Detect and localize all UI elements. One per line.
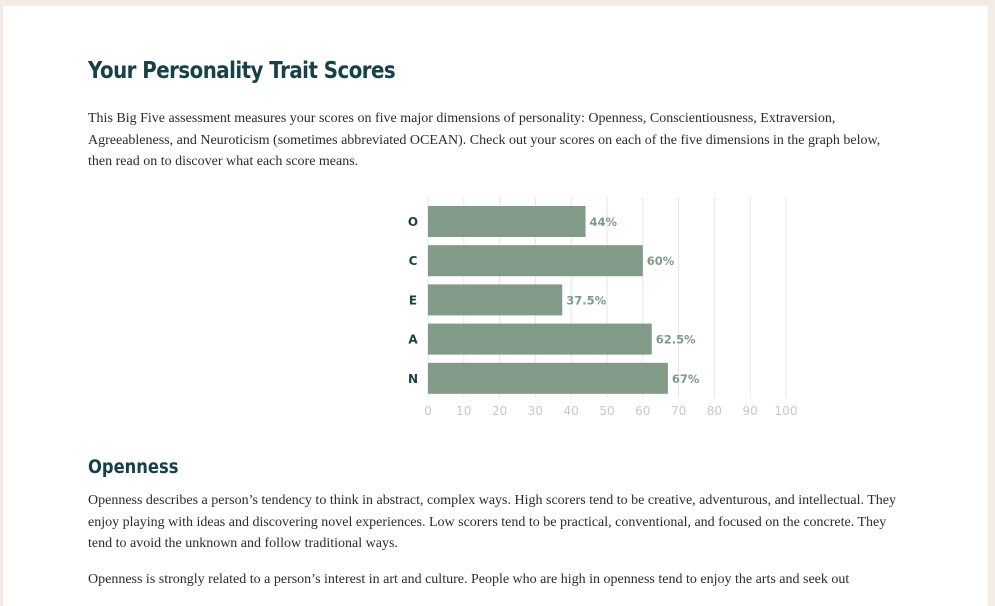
trait-scores-svg: O 44% C 60% E 37.5% A 62.5% N 67% 0 10 20 30 40 50 60 70 8…	[408, 197, 798, 418]
x-tick-label: 60	[635, 404, 650, 418]
content-card: Your Personality Trait Scores This Big F…	[3, 6, 988, 606]
x-tick-label: 10	[456, 404, 471, 418]
bar	[428, 323, 652, 355]
bar	[428, 245, 643, 277]
value-label: 60%	[647, 254, 675, 268]
x-tick-label: 100	[775, 404, 798, 418]
bar	[428, 362, 668, 394]
value-label: 37.5%	[566, 293, 606, 307]
category-label: E	[409, 293, 417, 307]
x-tick-label: 30	[528, 404, 543, 418]
category-label: A	[408, 333, 418, 347]
category-label: N	[408, 372, 418, 386]
page-title: Your Personality Trait Scores	[88, 58, 396, 84]
x-tick-label: 50	[599, 404, 614, 418]
trait-scores-chart: O 44% C 60% E 37.5% A 62.5% N 67% 0 10 20 30 40 50 60 70 8…	[393, 193, 823, 428]
openness-heading: Openness	[88, 456, 179, 478]
value-label: 44%	[590, 215, 618, 229]
value-label: 62.5%	[656, 333, 696, 347]
x-tick-label: 0	[424, 404, 432, 418]
x-tick-label: 20	[492, 404, 507, 418]
category-label: O	[408, 215, 418, 229]
category-label: C	[409, 254, 418, 268]
bar	[428, 206, 586, 237]
x-tick-label: 80	[707, 404, 722, 418]
x-tick-label: 90	[743, 404, 758, 418]
intro-paragraph: This Big Five assessment measures your s…	[88, 111, 881, 169]
openness-paragraph-2: Openness is strongly related to a person…	[88, 572, 850, 587]
openness-paragraph-1: Openness describes a person’s tendency t…	[88, 493, 897, 551]
bar	[428, 284, 563, 316]
x-tick-label: 40	[564, 404, 579, 418]
value-label: 67%	[672, 372, 700, 386]
x-tick-label: 70	[671, 404, 686, 418]
